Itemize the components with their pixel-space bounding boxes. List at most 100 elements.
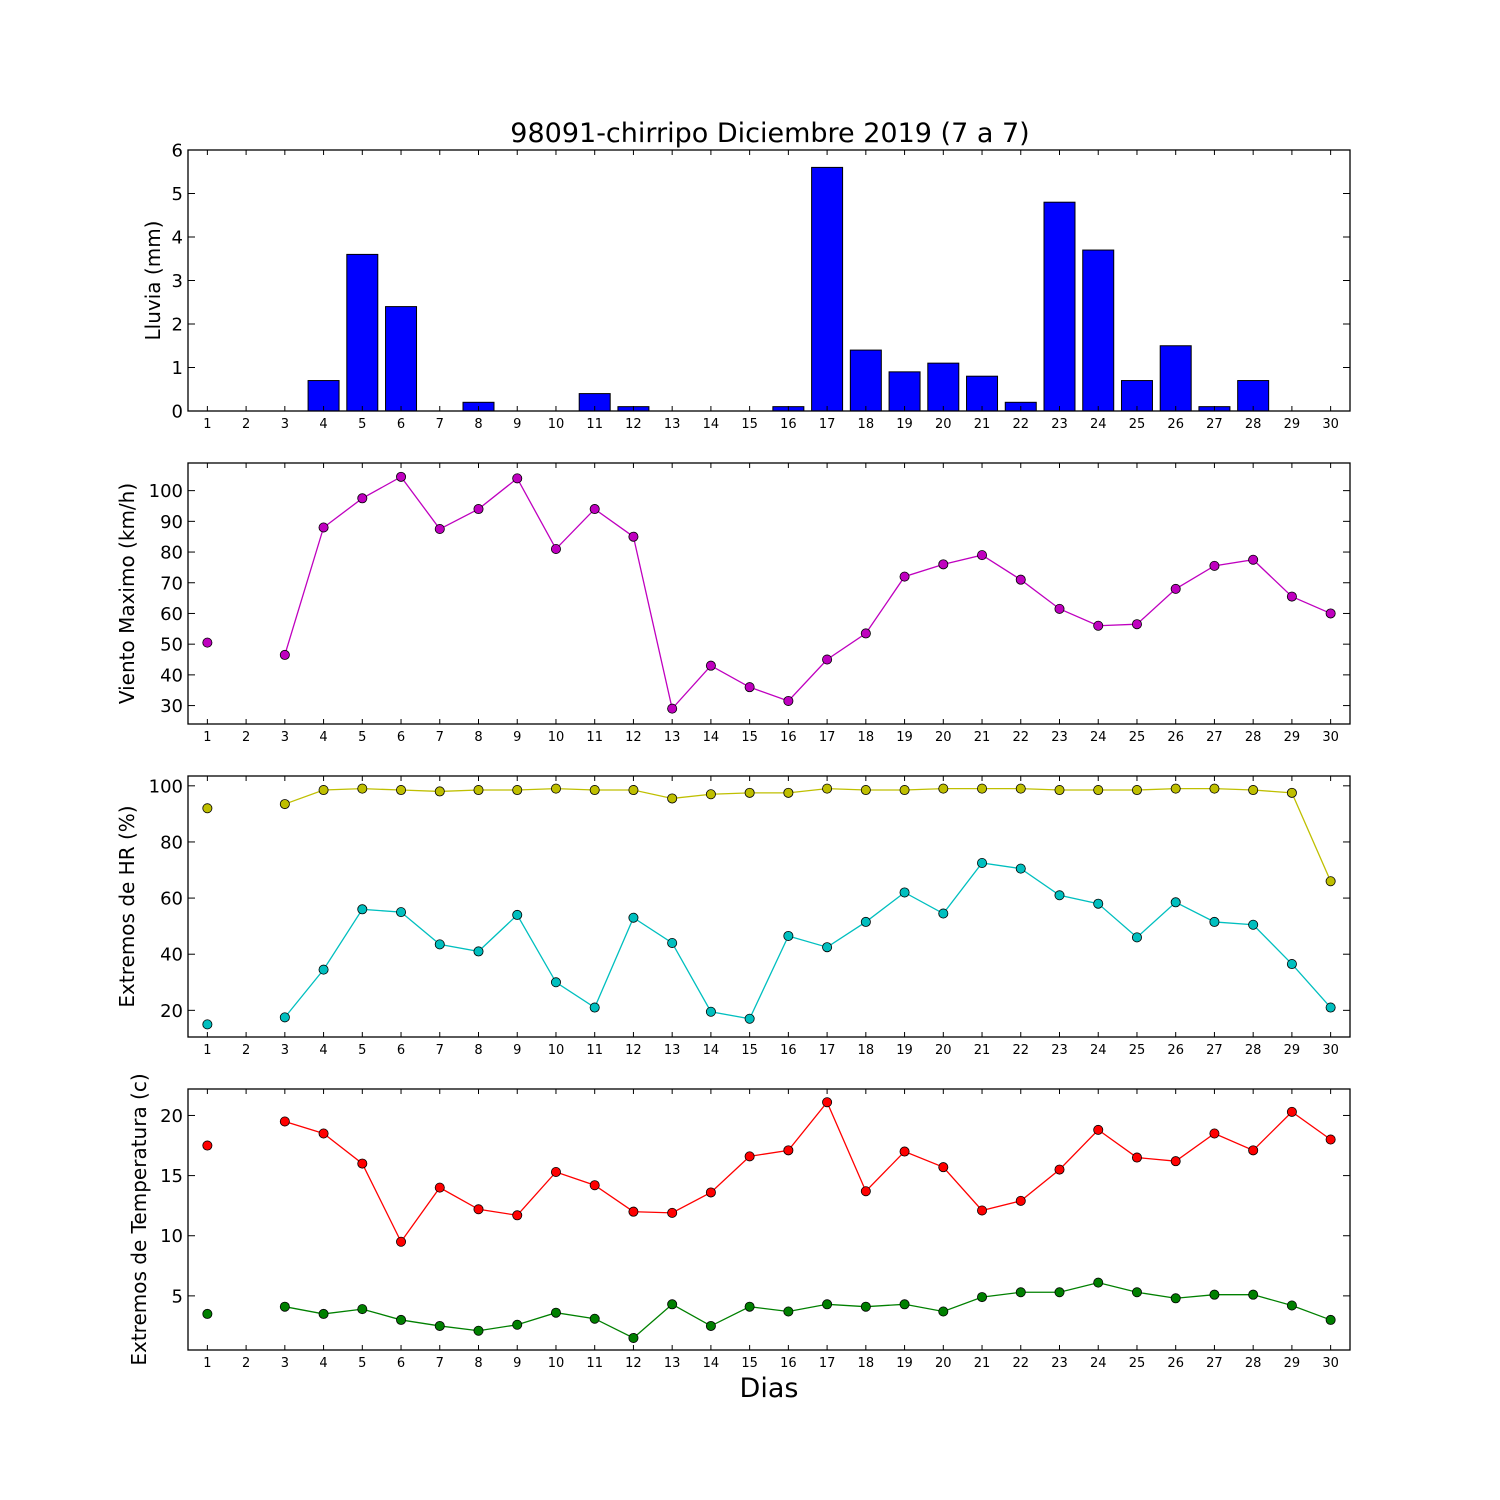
series-2-point-day-8: [473, 1325, 484, 1336]
series-2-point-day-5: [357, 1304, 368, 1315]
x-tick-label: 24: [1090, 417, 1107, 432]
series-2-point-day-3: [279, 1012, 290, 1023]
series-2-point-day-21: [977, 1292, 988, 1303]
x-tick-label: 9: [513, 417, 521, 432]
series-1-point-day-20: [938, 783, 949, 794]
x-tick-label: 28: [1245, 1043, 1262, 1058]
series-2-point-day-20: [938, 1306, 949, 1317]
series-1-point-day-25: [1131, 785, 1142, 796]
x-tick-label: 30: [1322, 417, 1339, 432]
x-tick-label: 11: [586, 417, 603, 432]
series-1-point-day-28: [1248, 554, 1259, 565]
x-tick-label: 22: [1012, 730, 1029, 745]
x-tick-label: 21: [974, 1043, 991, 1058]
x-tick-label: 13: [664, 1043, 681, 1058]
x-tick-label: 15: [741, 417, 758, 432]
y-tick-label: 2: [172, 315, 183, 336]
series-2-point-day-12: [628, 912, 639, 923]
x-tick-label: 4: [319, 417, 327, 432]
x-tick-label: 27: [1206, 417, 1223, 432]
series-1-line-2: [284, 475, 1331, 711]
series-2-point-day-1: [202, 1308, 213, 1319]
y-tick-label: 15: [160, 1166, 183, 1187]
x-tick-label: 23: [1051, 1356, 1068, 1371]
x-tick-label: 6: [397, 1356, 405, 1371]
series-1-point-day-14: [705, 660, 716, 671]
x-tick-label: 7: [436, 730, 444, 745]
series-1-point-day-18: [860, 1186, 871, 1197]
x-tick-label: 27: [1206, 730, 1223, 745]
x-tick-label: 22: [1012, 1356, 1029, 1371]
panel-1: 1 2 3 4 5 6 7 8 9 10 11 12 13 14 15 16 17 18 19 20 21 22 23 24 2…: [141, 141, 1351, 432]
x-tick-label: 19: [896, 417, 913, 432]
series-1-point-day-8: [473, 785, 484, 796]
rain-bar-day-20: [927, 362, 960, 412]
series-2-point-day-28: [1248, 919, 1259, 930]
x-tick-label: 29: [1284, 1043, 1301, 1058]
x-tick-label: 29: [1284, 730, 1301, 745]
x-tick-label: 18: [858, 730, 875, 745]
rain-bar-day-4: [307, 380, 340, 412]
x-tick-label: 2: [242, 1043, 250, 1058]
series-1-point-day-9: [512, 785, 523, 796]
series-1-point-day-1: [202, 1140, 213, 1151]
series-2-point-day-12: [628, 1332, 639, 1343]
x-tick-label: 17: [819, 1043, 836, 1058]
series-1-point-day-17: [822, 654, 833, 665]
series-1-point-day-10: [550, 543, 561, 554]
x-tick-label: 28: [1245, 417, 1262, 432]
x-tick-label: 17: [819, 417, 836, 432]
series-1-point-day-22: [1015, 1195, 1026, 1206]
y-tick-label: 100: [149, 481, 183, 502]
y-tick-label: 60: [160, 604, 183, 625]
series-1-point-day-7: [434, 786, 445, 797]
series-1-point-day-26: [1170, 583, 1181, 594]
series-2-point-day-18: [860, 916, 871, 927]
x-tick-label: 4: [319, 730, 327, 745]
x-tick-label: 18: [858, 1043, 875, 1058]
series-1-point-day-26: [1170, 783, 1181, 794]
series-1-line-2: [284, 1100, 1332, 1244]
x-tick-label: 22: [1012, 417, 1029, 432]
x-tick-label: 8: [474, 730, 482, 745]
series-1-point-day-16: [783, 787, 794, 798]
x-tick-label: 24: [1090, 1043, 1107, 1058]
series-1-point-day-5: [357, 1158, 368, 1169]
series-1-point-day-5: [357, 493, 368, 504]
series-1-point-day-20: [938, 1162, 949, 1173]
series-1-point-day-11: [589, 504, 600, 515]
series-1-line-2: [284, 787, 1332, 882]
series-1-point-day-12: [628, 1206, 639, 1217]
series-1-point-day-9: [512, 473, 523, 484]
x-tick-label: 16: [780, 1356, 797, 1371]
series-2-point-day-25: [1131, 1287, 1142, 1298]
x-tick-label: 25: [1129, 1356, 1146, 1371]
y-tick-label: 40: [160, 665, 183, 686]
series-2-point-day-19: [899, 1299, 910, 1310]
series-1-point-day-28: [1248, 785, 1259, 796]
x-tick-label: 24: [1090, 730, 1107, 745]
series-1-point-day-30: [1325, 876, 1336, 887]
series-1-point-day-23: [1054, 785, 1065, 796]
panel-2: 1 2 3 4 5 6 7 8 9 10 11 12 13 14 15 16 17 18 19 20 21 22 23 24 2…: [115, 462, 1351, 745]
series-1-point-day-22: [1015, 574, 1026, 585]
series-2-point-day-25: [1131, 932, 1142, 943]
y-tick-label: 0: [172, 402, 183, 423]
series-1-point-day-4: [318, 522, 329, 533]
y-tick-label: 30: [160, 696, 183, 717]
y-tick-label: 5: [172, 1286, 183, 1307]
series-2-point-day-13: [667, 937, 678, 948]
x-tick-label: 19: [896, 1043, 913, 1058]
y-tick-label: 60: [160, 889, 183, 910]
series-1-point-day-4: [318, 1128, 329, 1139]
y-tick-label: 100: [149, 776, 183, 797]
x-tick-label: 13: [664, 1356, 681, 1371]
x-tick-label: 3: [281, 730, 289, 745]
y-tick-label: 3: [172, 271, 183, 292]
series-2-point-day-19: [899, 887, 910, 898]
series-1-point-day-9: [512, 1210, 523, 1221]
x-tick-label: 7: [436, 1043, 444, 1058]
y-tick-label: 40: [160, 945, 183, 966]
series-2-point-day-18: [860, 1301, 871, 1312]
x-tick-label: 20: [935, 1356, 952, 1371]
